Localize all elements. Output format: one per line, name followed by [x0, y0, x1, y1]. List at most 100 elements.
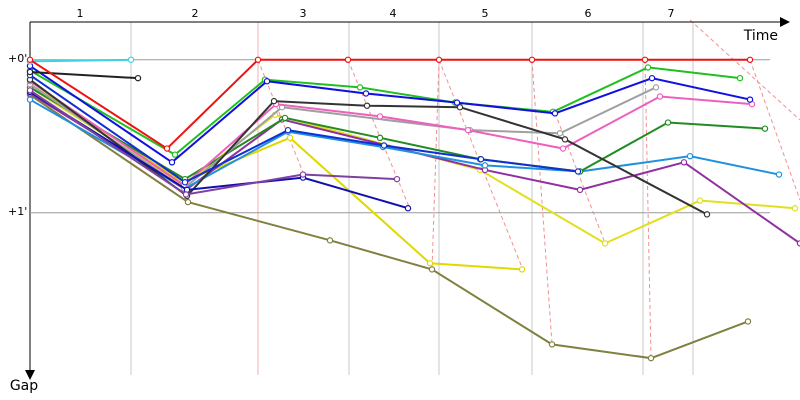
series-line — [29, 66, 741, 156]
point — [656, 93, 664, 100]
point — [652, 84, 660, 91]
point — [477, 156, 485, 163]
x-tick-label: 5 — [482, 7, 489, 20]
point — [426, 260, 434, 267]
series-line — [29, 58, 132, 63]
point — [559, 145, 567, 152]
point — [428, 266, 436, 273]
point — [380, 142, 388, 149]
x-axis-label: Time — [743, 28, 778, 44]
series-line — [29, 65, 751, 164]
y-tick-label: +1' — [8, 205, 27, 218]
point — [796, 240, 800, 247]
point — [647, 354, 655, 362]
point — [556, 130, 564, 137]
point — [641, 56, 649, 63]
point — [664, 119, 672, 126]
point — [481, 162, 489, 169]
point — [456, 104, 464, 111]
point — [363, 102, 371, 109]
series-line — [29, 71, 139, 80]
leader-line — [531, 59, 553, 345]
point — [26, 96, 34, 103]
point — [254, 56, 262, 63]
point — [326, 237, 334, 244]
point — [644, 64, 652, 71]
point — [736, 74, 744, 82]
point — [281, 114, 289, 122]
point — [356, 84, 364, 91]
point — [393, 175, 401, 183]
point — [680, 159, 688, 166]
point — [703, 211, 711, 218]
x-tick-label: 6 — [585, 7, 592, 20]
point — [127, 56, 135, 63]
series-line — [29, 80, 753, 187]
x-tick-label: 7 — [668, 7, 675, 20]
point — [362, 90, 370, 97]
series-line — [29, 74, 579, 184]
point — [263, 78, 271, 85]
point — [404, 205, 412, 212]
point — [744, 318, 752, 325]
point — [746, 56, 754, 63]
series-line — [29, 91, 409, 210]
point — [26, 68, 34, 76]
point — [761, 125, 769, 132]
point — [518, 266, 526, 273]
y-axis-label: Gap — [10, 378, 38, 394]
leader-line — [554, 112, 606, 244]
series-line — [29, 58, 750, 150]
point — [435, 56, 443, 63]
series-line — [29, 86, 766, 181]
y-arrow — [25, 370, 35, 380]
leader-line — [431, 59, 440, 271]
leader-line — [644, 59, 652, 359]
point — [181, 178, 189, 186]
point — [26, 87, 34, 94]
point — [453, 99, 461, 106]
point — [299, 171, 307, 178]
point — [163, 145, 171, 152]
lap-lines — [130, 22, 694, 375]
point — [286, 134, 294, 142]
y-tick-label: +0' — [8, 52, 27, 65]
point — [551, 110, 559, 117]
point — [344, 56, 352, 63]
point — [464, 126, 472, 134]
point — [376, 134, 384, 142]
point — [168, 159, 176, 166]
x-tick-label: 3 — [300, 7, 307, 20]
point — [184, 198, 192, 206]
series-line — [29, 89, 398, 196]
point — [376, 113, 384, 120]
point — [134, 74, 142, 82]
point — [270, 97, 278, 105]
x-tick-label: 4 — [390, 7, 397, 20]
x-arrow — [780, 17, 790, 27]
point — [548, 341, 556, 348]
x-tick-label: 2 — [192, 7, 199, 20]
point — [648, 74, 656, 82]
leader-line — [749, 59, 800, 201]
point — [576, 186, 584, 194]
point — [528, 56, 536, 63]
leader-lines — [257, 19, 800, 359]
point — [182, 191, 190, 198]
point — [561, 136, 569, 143]
point — [696, 197, 704, 204]
point — [791, 205, 799, 212]
point — [171, 151, 179, 158]
point — [601, 240, 609, 247]
x-tick-label: 1 — [77, 7, 84, 20]
point — [284, 126, 292, 134]
point — [686, 152, 694, 160]
leader-line — [347, 59, 411, 210]
series-line — [29, 83, 657, 190]
point — [26, 56, 34, 63]
point — [746, 96, 754, 103]
point — [775, 171, 783, 178]
point — [574, 168, 582, 175]
leader-line — [689, 19, 800, 121]
